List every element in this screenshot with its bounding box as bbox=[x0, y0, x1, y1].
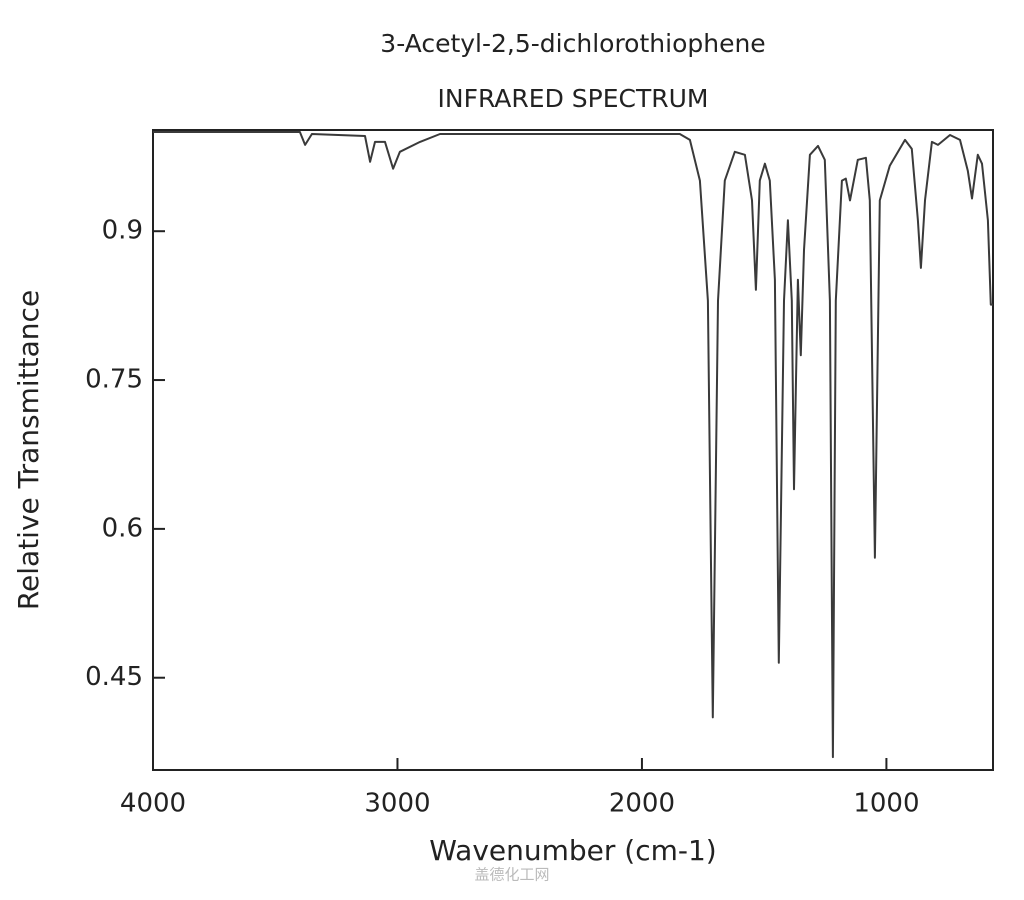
y-tick-label: 0.75 bbox=[85, 365, 143, 395]
x-tick-label: 2000 bbox=[609, 789, 675, 819]
plot-frame bbox=[152, 129, 994, 771]
x-tick-label: 4000 bbox=[120, 789, 186, 819]
x-tick-label: 3000 bbox=[364, 789, 430, 819]
chart-subtitle: INFRARED SPECTRUM bbox=[438, 84, 709, 113]
x-axis-label: Wavenumber (cm-1) bbox=[429, 834, 716, 867]
y-axis-label: Relative Transmittance bbox=[12, 290, 45, 610]
chart-title: 3-Acetyl-2,5-dichlorothiophene bbox=[380, 29, 765, 58]
y-tick-label: 0.45 bbox=[85, 662, 143, 692]
watermark: 盖德化工网 bbox=[474, 866, 549, 884]
y-tick-label: 0.6 bbox=[102, 513, 143, 543]
y-tick-label: 0.9 bbox=[102, 216, 143, 246]
x-tick-label: 1000 bbox=[853, 789, 919, 819]
spectrum-line bbox=[153, 131, 993, 759]
